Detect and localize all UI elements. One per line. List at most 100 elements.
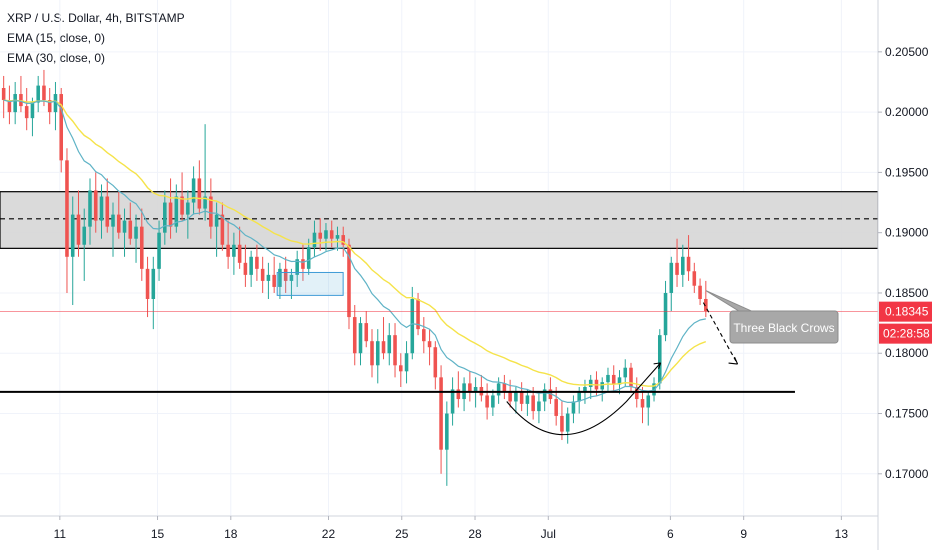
candle-body — [186, 202, 190, 215]
x-tick-label: 28 — [468, 527, 482, 541]
last-price-badge — [879, 301, 932, 322]
candle-body — [646, 395, 651, 408]
y-tick-label: 0.20000 — [885, 105, 929, 119]
countdown-label: 02:28:58 — [883, 327, 930, 341]
candle-body — [600, 382, 605, 390]
x-tick-label: 13 — [835, 527, 849, 541]
candle-body — [537, 401, 541, 412]
callout-pointer — [705, 290, 757, 314]
candle-body — [623, 367, 628, 378]
candle-body — [704, 298, 708, 312]
candle-body — [611, 374, 616, 385]
candle-body — [565, 413, 570, 432]
price-axis-panel — [878, 0, 932, 550]
candle-body — [59, 94, 64, 161]
candle-body — [88, 190, 92, 227]
candle-body — [1, 88, 6, 101]
candle-body — [468, 383, 472, 392]
candle-body — [525, 395, 530, 404]
x-tick-label: 25 — [395, 527, 409, 541]
candle-body — [24, 106, 29, 119]
candle-body — [105, 196, 110, 227]
y-tick-label: 0.19500 — [885, 165, 929, 179]
candle-body — [508, 391, 512, 402]
candle-body — [358, 323, 363, 354]
y-tick-label: 0.17500 — [885, 407, 929, 421]
candle-body — [629, 367, 633, 387]
candle-body — [640, 399, 645, 408]
candle-body — [266, 274, 271, 281]
x-tick-label: 22 — [322, 527, 336, 541]
candle-body — [134, 226, 138, 239]
candle-body — [445, 413, 449, 450]
candle-body — [514, 391, 518, 402]
candle-body — [617, 377, 622, 385]
candle-body — [151, 268, 156, 299]
candle-body — [352, 317, 357, 354]
y-tick-label: 0.18000 — [885, 346, 929, 360]
candle-body — [560, 415, 564, 432]
candle-body — [13, 94, 17, 113]
candle-body — [496, 383, 501, 396]
candle-body — [249, 256, 253, 275]
candle-body — [82, 226, 87, 245]
candle-body — [47, 100, 52, 113]
candle-body — [347, 244, 351, 318]
x-tick-label: 9 — [740, 527, 747, 541]
candle-body — [531, 395, 535, 412]
candle-body — [116, 214, 121, 233]
candle-body — [128, 220, 133, 239]
candle-body — [519, 391, 524, 404]
candle-body — [485, 395, 489, 408]
candle-body — [312, 232, 317, 248]
y-tick-label: 0.20500 — [885, 45, 929, 59]
candle-body — [214, 214, 219, 227]
candle-body — [606, 374, 610, 383]
candle-body — [295, 259, 299, 275]
projection-arrow — [702, 302, 739, 365]
candle-body — [329, 230, 334, 239]
candle-body — [209, 196, 213, 227]
time-axis-panel — [0, 516, 878, 550]
ema-slow-line — [3, 99, 707, 387]
candle-body — [36, 85, 40, 103]
candle-body — [456, 389, 461, 400]
candle-body — [226, 244, 230, 257]
candle-body — [387, 335, 392, 354]
x-tick-label: 11 — [54, 527, 67, 541]
candle-body — [341, 235, 346, 245]
candle-body — [404, 353, 409, 372]
candle-body — [370, 341, 374, 366]
x-tick-label: 15 — [151, 527, 165, 541]
candle-body — [410, 298, 415, 354]
candle-body — [99, 196, 104, 221]
candle-body — [681, 256, 685, 275]
candle-body — [542, 389, 547, 402]
candle-body — [220, 214, 225, 245]
countdown-badge — [879, 323, 932, 344]
ema-fast-line — [3, 99, 706, 404]
candle-body — [583, 387, 587, 392]
x-tick-label: Jul — [541, 527, 556, 541]
candle-body — [657, 335, 662, 384]
y-tick-label: 0.19000 — [885, 226, 929, 240]
candle-body — [76, 214, 81, 245]
last-price-label: 0.18345 — [885, 305, 929, 319]
candle-body — [168, 202, 173, 227]
candle-body — [381, 341, 386, 354]
ema-slow-label: EMA (30, close, 0) — [7, 51, 106, 65]
candle-body — [7, 100, 12, 113]
candle-body — [243, 262, 248, 275]
resistance-zone — [0, 191, 879, 249]
candle-body — [53, 94, 58, 113]
candle-body — [19, 94, 23, 107]
candle-body — [203, 196, 207, 209]
candle-body — [669, 262, 674, 293]
grid-lines — [0, 0, 878, 516]
candle-body — [439, 377, 443, 450]
candle-body — [318, 232, 322, 239]
candle-body — [111, 214, 115, 227]
candle-body — [278, 268, 282, 287]
candle-body — [306, 247, 311, 269]
candle-body — [180, 196, 184, 215]
